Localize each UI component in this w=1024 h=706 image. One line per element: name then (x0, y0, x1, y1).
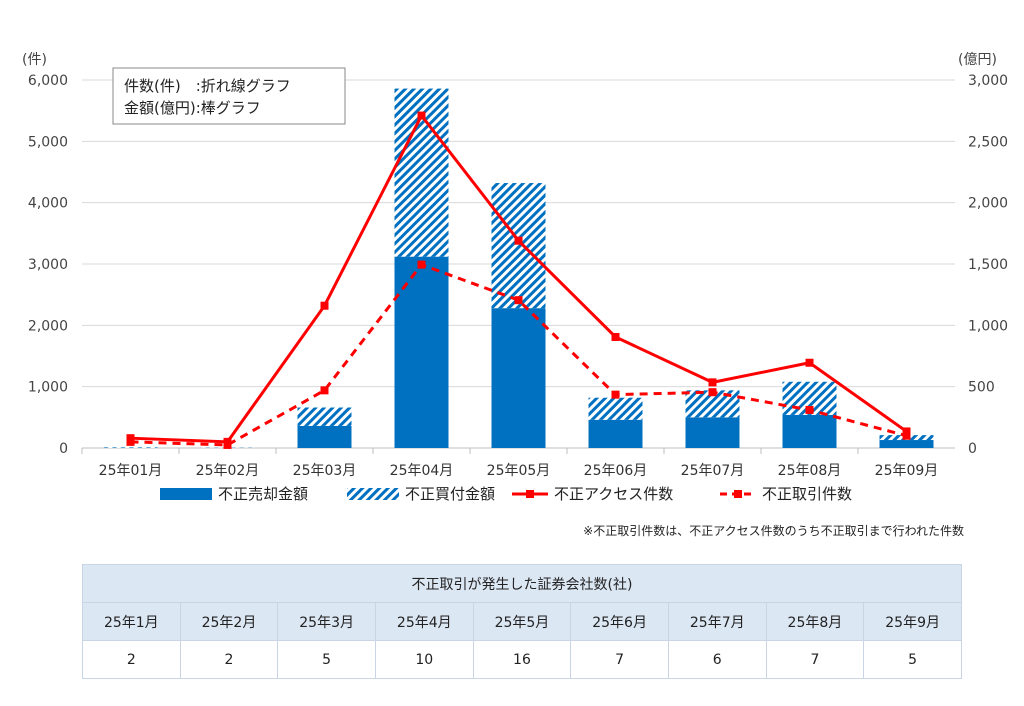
company-count-table: 不正取引が発生した証券会社数(社) 25年1月 25年2月 25年3月 25年4月 25… (82, 564, 962, 679)
line-marker (611, 332, 620, 341)
table-header: 25年1月 (82, 602, 181, 641)
bar-sell (588, 419, 643, 448)
y-right-tick: 500 (968, 380, 995, 396)
table-cell: 7 (765, 640, 865, 679)
line-marker (417, 260, 426, 269)
table-cell: 16 (472, 640, 572, 679)
legend-marker (526, 490, 534, 498)
line-marker (320, 301, 329, 310)
line-marker (708, 378, 717, 387)
y-right-tick: 0 (968, 441, 977, 457)
table-cell: 2 (179, 640, 279, 679)
legend-label: 不正取引件数 (762, 485, 852, 503)
table-header: 25年3月 (277, 602, 376, 641)
line-marker (805, 358, 814, 367)
table-cell: 5 (277, 640, 376, 679)
table-cell: 2 (82, 640, 181, 679)
bar-buy (491, 183, 546, 309)
bar-sell (782, 414, 837, 448)
line-marker (902, 431, 911, 440)
legend-box-text: 件数(件) :折れ線グラフ (124, 77, 291, 95)
y-left-tick: 2,000 (28, 318, 68, 334)
line-marker (417, 111, 426, 120)
line-marker (805, 405, 814, 414)
bar-sell (685, 417, 740, 448)
footnote: ※不正取引件数は、不正アクセス件数のうち不正取引まで行われた件数 (583, 524, 964, 538)
table-cell: 5 (863, 640, 962, 679)
line-marker (514, 296, 523, 305)
line-marker (902, 427, 911, 436)
bar-sell (491, 308, 546, 448)
line-marker (126, 437, 135, 446)
bar-buy (103, 447, 158, 448)
x-tick-label: 25年07月 (681, 463, 745, 479)
y-right-tick: 2,000 (968, 196, 1008, 212)
x-tick-label: 25年08月 (778, 463, 842, 479)
chart: 0 0 1,000 500 2,000 1,000 3,000 1,500 4,000 2,000… (22, 52, 1008, 503)
x-tick-label: 25年05月 (487, 463, 551, 479)
table-header: 25年6月 (570, 602, 669, 641)
legend-label: 不正買付金額 (405, 485, 495, 503)
legend-swatch (160, 488, 212, 500)
table-header: 25年8月 (765, 602, 865, 641)
y-left-label: (件) (22, 52, 47, 68)
legend-label: 不正アクセス件数 (554, 485, 673, 503)
bar-buy (588, 397, 643, 420)
y-right-label: (億円) (958, 52, 997, 68)
line-marker (514, 236, 523, 245)
table-cell: 7 (570, 640, 669, 679)
legend-box-text: 金額(億円):棒グラフ (124, 99, 261, 117)
x-tick-label: 25年06月 (584, 463, 648, 479)
x-tick-label: 25年01月 (99, 463, 163, 479)
x-tick-label: 25年04月 (390, 463, 454, 479)
legend-label: 不正売却金額 (218, 485, 308, 503)
table-header: 25年9月 (863, 602, 962, 641)
x-tick-label: 25年02月 (196, 463, 260, 479)
y-left-tick: 5,000 (28, 134, 68, 150)
table-title: 不正取引が発生した証券会社数(社) (82, 564, 962, 603)
bar-sell (297, 425, 352, 448)
line-marker (320, 386, 329, 395)
bar-sell (394, 256, 449, 448)
y-right-tick: 1,000 (968, 318, 1008, 334)
line-marker (708, 388, 717, 397)
x-tick-label: 25年03月 (293, 463, 357, 479)
line-marker (611, 390, 620, 399)
y-right-tick: 2,500 (968, 134, 1008, 150)
table-header: 25年5月 (472, 602, 572, 641)
x-tick-label: 25年09月 (875, 463, 939, 479)
table-cell: 10 (374, 640, 474, 679)
table-cell: 6 (667, 640, 767, 679)
y-right-tick: 1,500 (968, 257, 1008, 273)
legend-swatch (347, 488, 399, 500)
y-right-tick: 3,000 (968, 73, 1008, 89)
table-header: 25年2月 (179, 602, 279, 641)
y-left-tick: 3,000 (28, 257, 68, 273)
legend-box (112, 67, 346, 125)
y-left-tick: 0 (59, 441, 68, 457)
legend-marker (734, 490, 742, 498)
line-marker (223, 440, 232, 449)
y-left-tick: 6,000 (28, 73, 68, 89)
y-left-tick: 1,000 (28, 380, 68, 396)
table-header: 25年4月 (374, 602, 474, 641)
bar-buy (297, 407, 352, 426)
bar-sell (879, 440, 934, 448)
table-header: 25年7月 (667, 602, 767, 641)
y-left-tick: 4,000 (28, 196, 68, 212)
